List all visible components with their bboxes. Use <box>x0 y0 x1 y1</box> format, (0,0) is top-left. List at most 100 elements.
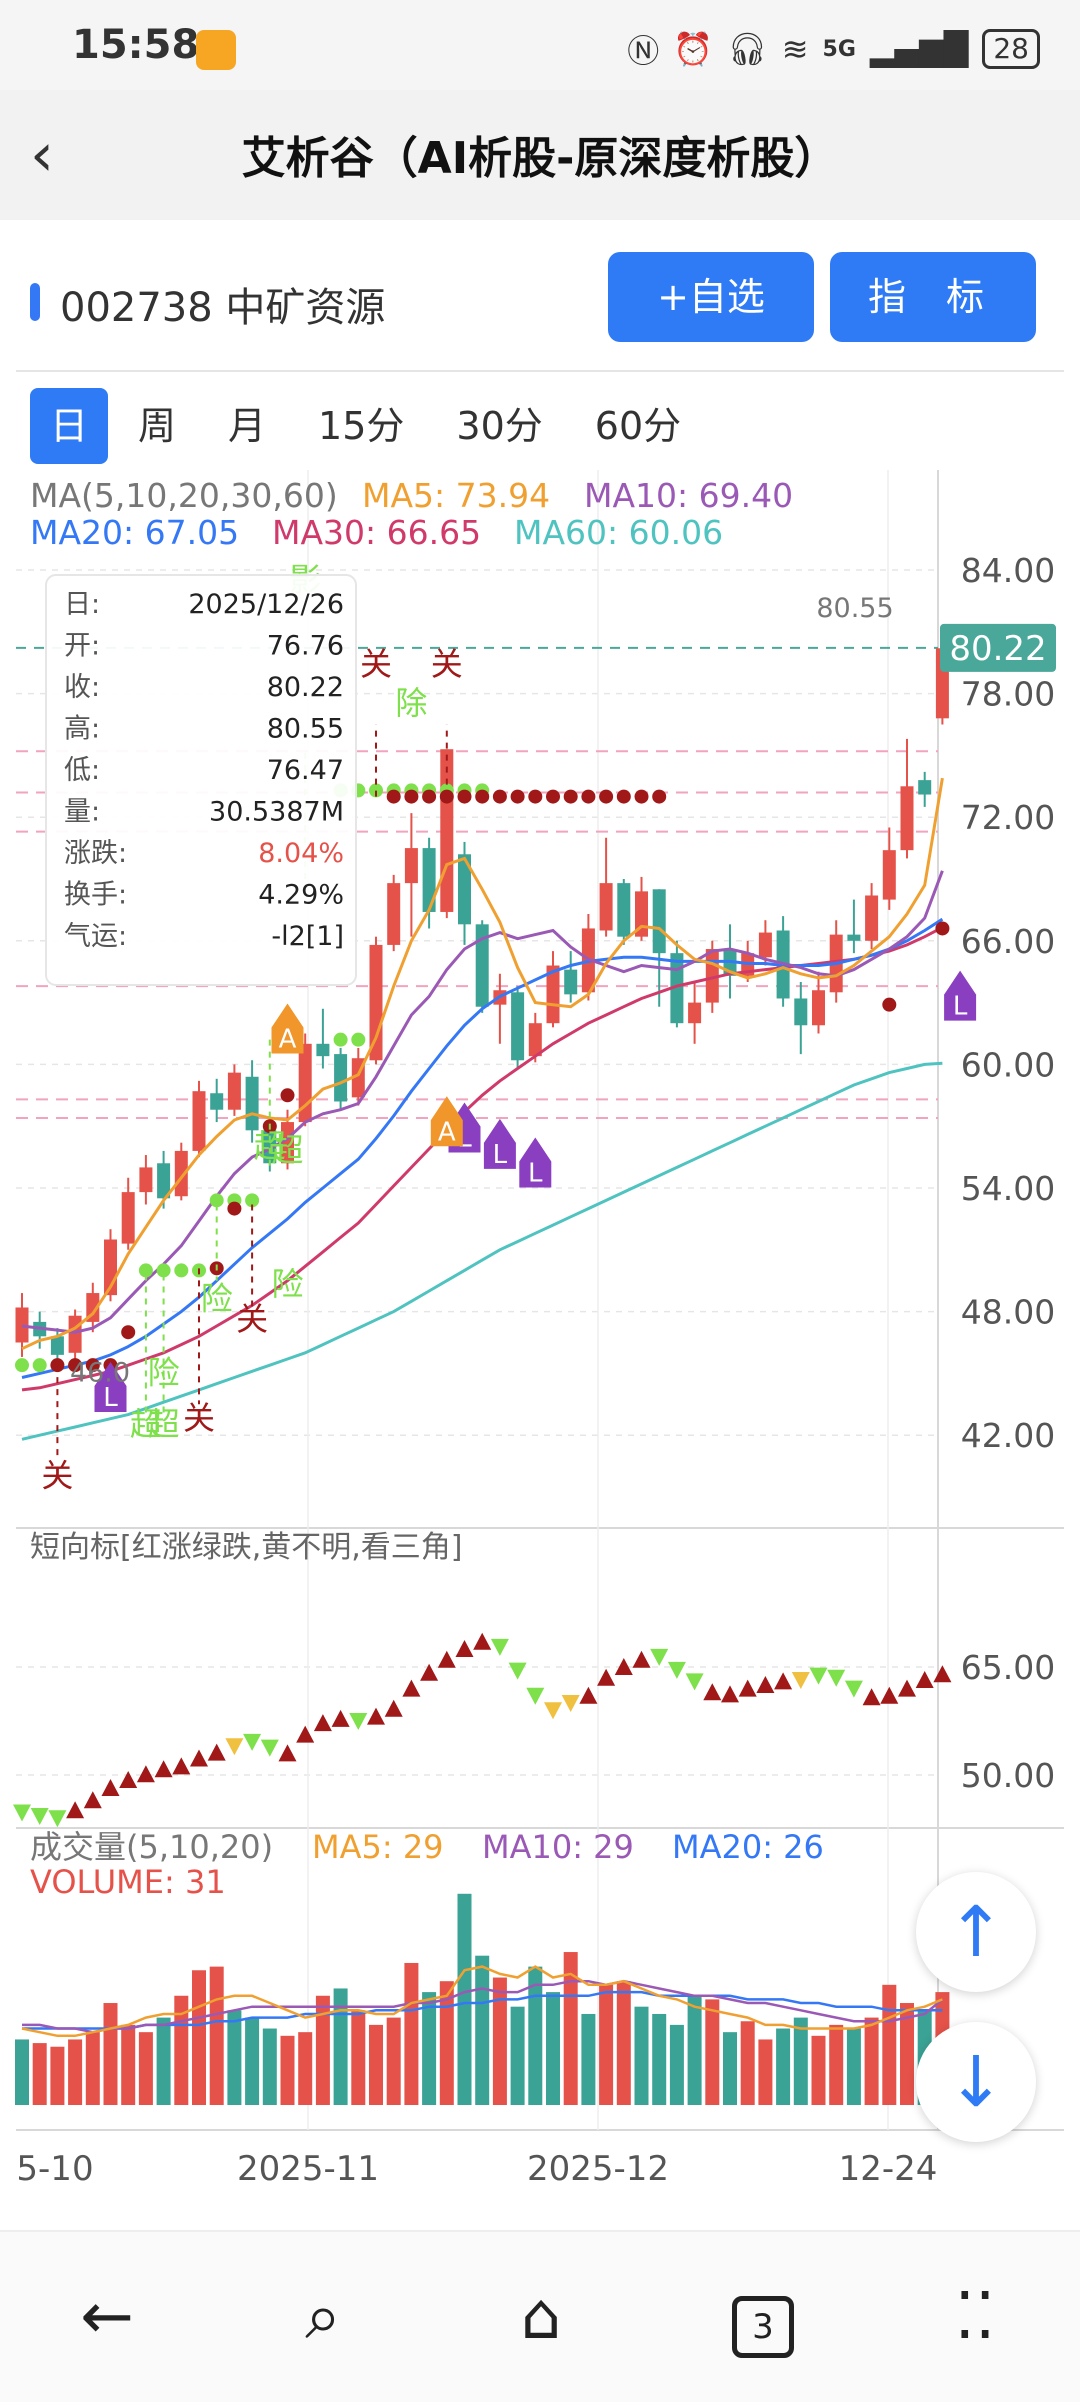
nav-search-icon[interactable]: ⌕ <box>305 2280 341 2354</box>
tab-30min[interactable]: 30分 <box>456 404 543 448</box>
y-tick-label: 54.00 <box>961 1169 1055 1208</box>
candle <box>440 749 454 912</box>
volume-bar <box>245 2017 260 2105</box>
signal-dot <box>15 1358 29 1373</box>
volume-bar <box>599 1984 614 2105</box>
oscillator-triangle <box>66 1801 85 1819</box>
volume-bar <box>581 2013 596 2105</box>
candle <box>334 1054 348 1102</box>
oscillator-triangle <box>119 1771 138 1789</box>
signal-dot <box>935 921 950 936</box>
signal-dot <box>121 1325 136 1340</box>
info-label: 日: <box>64 589 100 620</box>
volume-bar <box>262 2028 277 2105</box>
info-value: 76.47 <box>267 755 344 786</box>
signal-badge-label: L <box>528 1158 543 1188</box>
signal-badge <box>271 1003 304 1054</box>
candle <box>794 998 808 1026</box>
candle <box>475 924 489 1007</box>
candle <box>281 1122 294 1164</box>
nav-home-icon[interactable]: ⌂ <box>520 2280 562 2354</box>
signal-dot <box>492 789 507 804</box>
signal-badge <box>519 1137 552 1188</box>
oscillator-triangle <box>420 1663 439 1681</box>
signal-dot <box>138 1263 153 1278</box>
stock-chart[interactable]: 关关关关关险超超险险超超除影LLLLLAA 84.0078.0072.0066.… <box>0 470 1080 2220</box>
info-label: 开: <box>64 631 100 662</box>
volume-bar <box>68 2039 83 2105</box>
y-tick-label: 42.00 <box>961 1416 1055 1455</box>
info-value: 4.29% <box>258 880 344 911</box>
tab-15min[interactable]: 15分 <box>318 404 405 448</box>
candle <box>564 969 578 995</box>
signal-badge-label: L <box>103 1383 118 1413</box>
volume-panel <box>15 1893 950 2105</box>
signal-icon: ▂▄▆█ <box>869 30 969 68</box>
ma60-line <box>21 1061 943 1441</box>
candle <box>900 786 914 851</box>
volume-bar <box>652 2013 667 2105</box>
candle <box>458 854 471 925</box>
oscillator-triangle <box>225 1738 244 1756</box>
nav-back-icon[interactable]: ← <box>80 2280 134 2354</box>
volume-bar <box>32 2043 47 2105</box>
volume-bar <box>634 2006 649 2105</box>
candle <box>847 934 861 941</box>
oscillator-triangle <box>455 1640 474 1657</box>
oscillator-triangle <box>827 1669 846 1687</box>
volume-ma20-line <box>22 1990 943 2030</box>
oscillator-triangle <box>721 1685 739 1703</box>
back-chevron-icon[interactable]: ‹ <box>30 120 54 190</box>
info-label: 涨跌: <box>64 838 127 869</box>
oscillator-triangle <box>597 1668 616 1686</box>
volume-bar <box>227 2010 242 2105</box>
candle <box>617 883 631 937</box>
scroll-down-button[interactable]: ↓ <box>916 2022 1036 2142</box>
oscillator-triangle <box>367 1707 385 1725</box>
oscillator-triangle <box>402 1679 421 1697</box>
ma-legend-label: MA(5,10,20,30,60) <box>30 476 338 515</box>
info-label: 高: <box>64 714 100 745</box>
add-favorite-button[interactable]: +自选 <box>608 252 814 342</box>
signal-dot <box>581 789 596 804</box>
candle <box>652 889 666 954</box>
nfc-icon: Ⓝ <box>627 32 660 70</box>
signal-label: 险 <box>271 1265 303 1303</box>
stock-marker <box>30 283 40 321</box>
oscillator-triangle <box>384 1699 403 1717</box>
volume-bar <box>758 2039 773 2105</box>
oscillator-triangle <box>561 1695 580 1712</box>
volume-bar <box>15 2039 29 2105</box>
y-tick-label: 60.00 <box>961 1045 1055 1084</box>
info-value: -l2[1] <box>271 921 344 952</box>
volume-bar <box>687 1995 702 2105</box>
y-tick-label: 78.00 <box>961 675 1055 714</box>
nav-more-icon[interactable]: ⁚⁚ <box>954 2280 996 2354</box>
tab-day[interactable]: 日 <box>30 388 109 464</box>
oscillator-triangle <box>190 1749 208 1767</box>
tab-month[interactable]: 月 <box>228 404 267 448</box>
volume-bar <box>386 2017 401 2105</box>
nav-tabs-icon[interactable]: 3 <box>718 2272 808 2362</box>
volume-bar <box>776 2028 791 2105</box>
scroll-up-button[interactable]: ↑ <box>916 1872 1036 1992</box>
y-tick-label: 66.00 <box>961 922 1055 961</box>
candle <box>387 883 401 945</box>
indicator-button[interactable]: 指 标 <box>830 252 1036 342</box>
volume-bar <box>280 2035 295 2105</box>
signal-dot <box>634 789 649 804</box>
oscillator-triangle <box>738 1679 757 1697</box>
last-price-label: 80.22 <box>949 629 1046 669</box>
signal-badge <box>944 970 977 1021</box>
ma10-legend: MA10: 69.40 <box>584 476 793 515</box>
tab-week[interactable]: 周 <box>138 404 177 448</box>
candle <box>812 990 825 1026</box>
candle <box>528 1023 542 1057</box>
info-label: 量: <box>64 797 100 828</box>
battery-icon: 28 <box>982 29 1040 69</box>
volume-value-label: VOLUME: 31 <box>30 1863 226 1901</box>
oscillator-triangle <box>880 1686 899 1704</box>
tab-60min[interactable]: 60分 <box>594 404 682 448</box>
alarm-icon: ⏰ <box>673 30 714 68</box>
status-bar: 15:58 Ⓝ ⏰ 🎧︎ ≋ 5G ▂▄▆█ 28 <box>0 0 1080 90</box>
